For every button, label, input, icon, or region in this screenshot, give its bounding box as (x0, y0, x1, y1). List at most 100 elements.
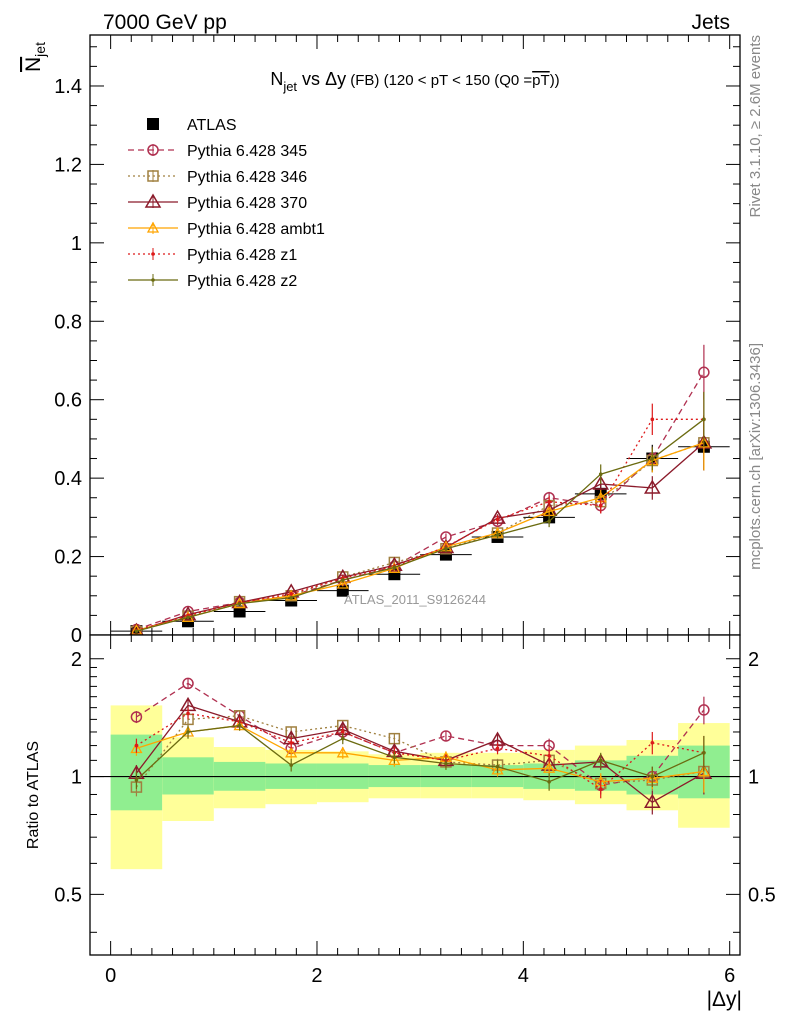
rivet-label: Rivet 3.1.10, ≥ 2.6M events (747, 35, 764, 218)
ratio-axes: 0.5 0.5 1 1 2 2 0 2 4 6 (54, 634, 776, 987)
y-tick-label: 0 (71, 625, 82, 647)
legend-item-pythia-6-428-z2: Pythia 6.428 z2 (128, 273, 297, 290)
title-n-sub: jet (282, 79, 297, 94)
ratio-y-tick-label: 2 (71, 649, 82, 671)
legend-marker (151, 278, 155, 282)
x-tick-label: 6 (724, 965, 735, 987)
ratio-point (134, 778, 139, 782)
legend-label: Pythia 6.428 346 (187, 169, 307, 186)
y-tick-label: 0.6 (54, 390, 82, 412)
series-line-pythia-6-428-z2 (136, 418, 705, 632)
legend-marker (147, 144, 159, 156)
data-point (650, 456, 655, 461)
legend-marker (147, 170, 159, 182)
data-point (439, 548, 452, 561)
title-n: N (270, 69, 283, 89)
data-point (289, 595, 293, 600)
title-dy: Δy (325, 69, 346, 89)
ratio-point (650, 740, 655, 745)
data-point (340, 578, 345, 582)
ratio-point (547, 753, 551, 758)
y-tick-label: 1.4 (54, 76, 82, 98)
ratio-y-tick-label-right: 0.5 (748, 884, 776, 906)
data-point (598, 472, 603, 477)
main-plot-area (90, 35, 740, 635)
series-line-pythia-6-428-346 (136, 442, 705, 633)
legend-marker (151, 252, 155, 256)
y-tick-label: 1 (71, 233, 82, 255)
data-point (289, 592, 293, 596)
ratio-series-pythia-6-428-z2 (134, 720, 706, 791)
data-point (495, 517, 500, 522)
title-fb: (FB) (346, 72, 384, 89)
y-tick-label: 1.2 (54, 154, 82, 176)
data-point (592, 475, 610, 490)
ratio-line-pythia-6-428-370 (135, 704, 705, 803)
main-ylabel: Njet (22, 42, 48, 72)
y-tick-label: 0.4 (54, 468, 82, 490)
main-series-layer (110, 344, 730, 638)
x-tick-label: 2 (311, 965, 322, 987)
data-point (643, 479, 661, 494)
ratio-point (289, 763, 293, 767)
legend-item-pythia-6-428-345: Pythia 6.428 345 (128, 143, 307, 160)
ratio-line-pythia-6-428-345 (136, 682, 705, 786)
data-point (702, 417, 706, 422)
ratio-point (495, 764, 500, 769)
legend-label: Pythia 6.428 z1 (187, 247, 297, 264)
title-pt: pT (532, 72, 550, 89)
ratio-point (598, 758, 603, 763)
ylabel-n: N (22, 57, 45, 72)
legend-marker (147, 118, 159, 130)
ratio-frame (89, 634, 741, 956)
legend-item-pythia-6-428-ambt1: Pythia 6.428 ambt1 (128, 221, 325, 238)
data-point (336, 577, 349, 589)
ratio-point (440, 730, 452, 742)
legend-label: Pythia 6.428 370 (187, 195, 307, 212)
ratio-point (547, 779, 551, 784)
legend-marker (144, 193, 162, 208)
legend-marker (146, 221, 160, 233)
ratio-point (186, 711, 190, 716)
data-point (134, 629, 139, 633)
ratio-point (392, 755, 397, 760)
data-point (437, 539, 455, 554)
svg-text:Njet: Njet (22, 42, 48, 72)
data-point (237, 601, 242, 606)
ratio-point (285, 746, 298, 758)
main-panel (90, 35, 740, 635)
ratio-line-pythia-6-428-346 (135, 715, 705, 788)
header-energy: 7000 GeV pp (103, 11, 227, 34)
ratio-point (340, 736, 345, 741)
ratio-point (643, 793, 661, 808)
ratio-point (698, 704, 710, 716)
ratio-ylabel: Ratio to ATLAS (25, 741, 42, 849)
ratio-y-tick-label: 1 (71, 767, 82, 789)
x-tick-label: 4 (518, 965, 529, 987)
ratio-point (182, 677, 194, 690)
data-point (697, 436, 710, 448)
ratio-point (237, 723, 242, 728)
legend-item-pythia-6-428-346: Pythia 6.428 346 (128, 169, 307, 186)
ratio-point (388, 754, 401, 766)
data-point (547, 519, 551, 524)
y-tick-label: 0.2 (54, 547, 82, 569)
data-point (650, 417, 655, 422)
data-point (495, 533, 500, 537)
data-point (392, 565, 397, 570)
ratio-point (495, 746, 500, 751)
data-point (186, 615, 190, 620)
mcplots-label: mcplots.cern.ch [arXiv:1306.3436] (747, 343, 764, 570)
ratio-point (336, 746, 349, 758)
ratio-line-pythia-6-428-z2 (135, 724, 705, 783)
data-point (179, 606, 197, 621)
ratio-point (650, 774, 655, 779)
x-tick-label: 0 (105, 965, 116, 987)
data-point (598, 503, 603, 508)
x-axis-label: |Δy| (707, 988, 742, 1011)
ratio-point (598, 787, 603, 791)
y-tick-label: 0.8 (54, 311, 82, 333)
legend-label: Pythia 6.428 z2 (187, 273, 297, 290)
ratio-y-tick-label-right: 1 (748, 767, 759, 789)
